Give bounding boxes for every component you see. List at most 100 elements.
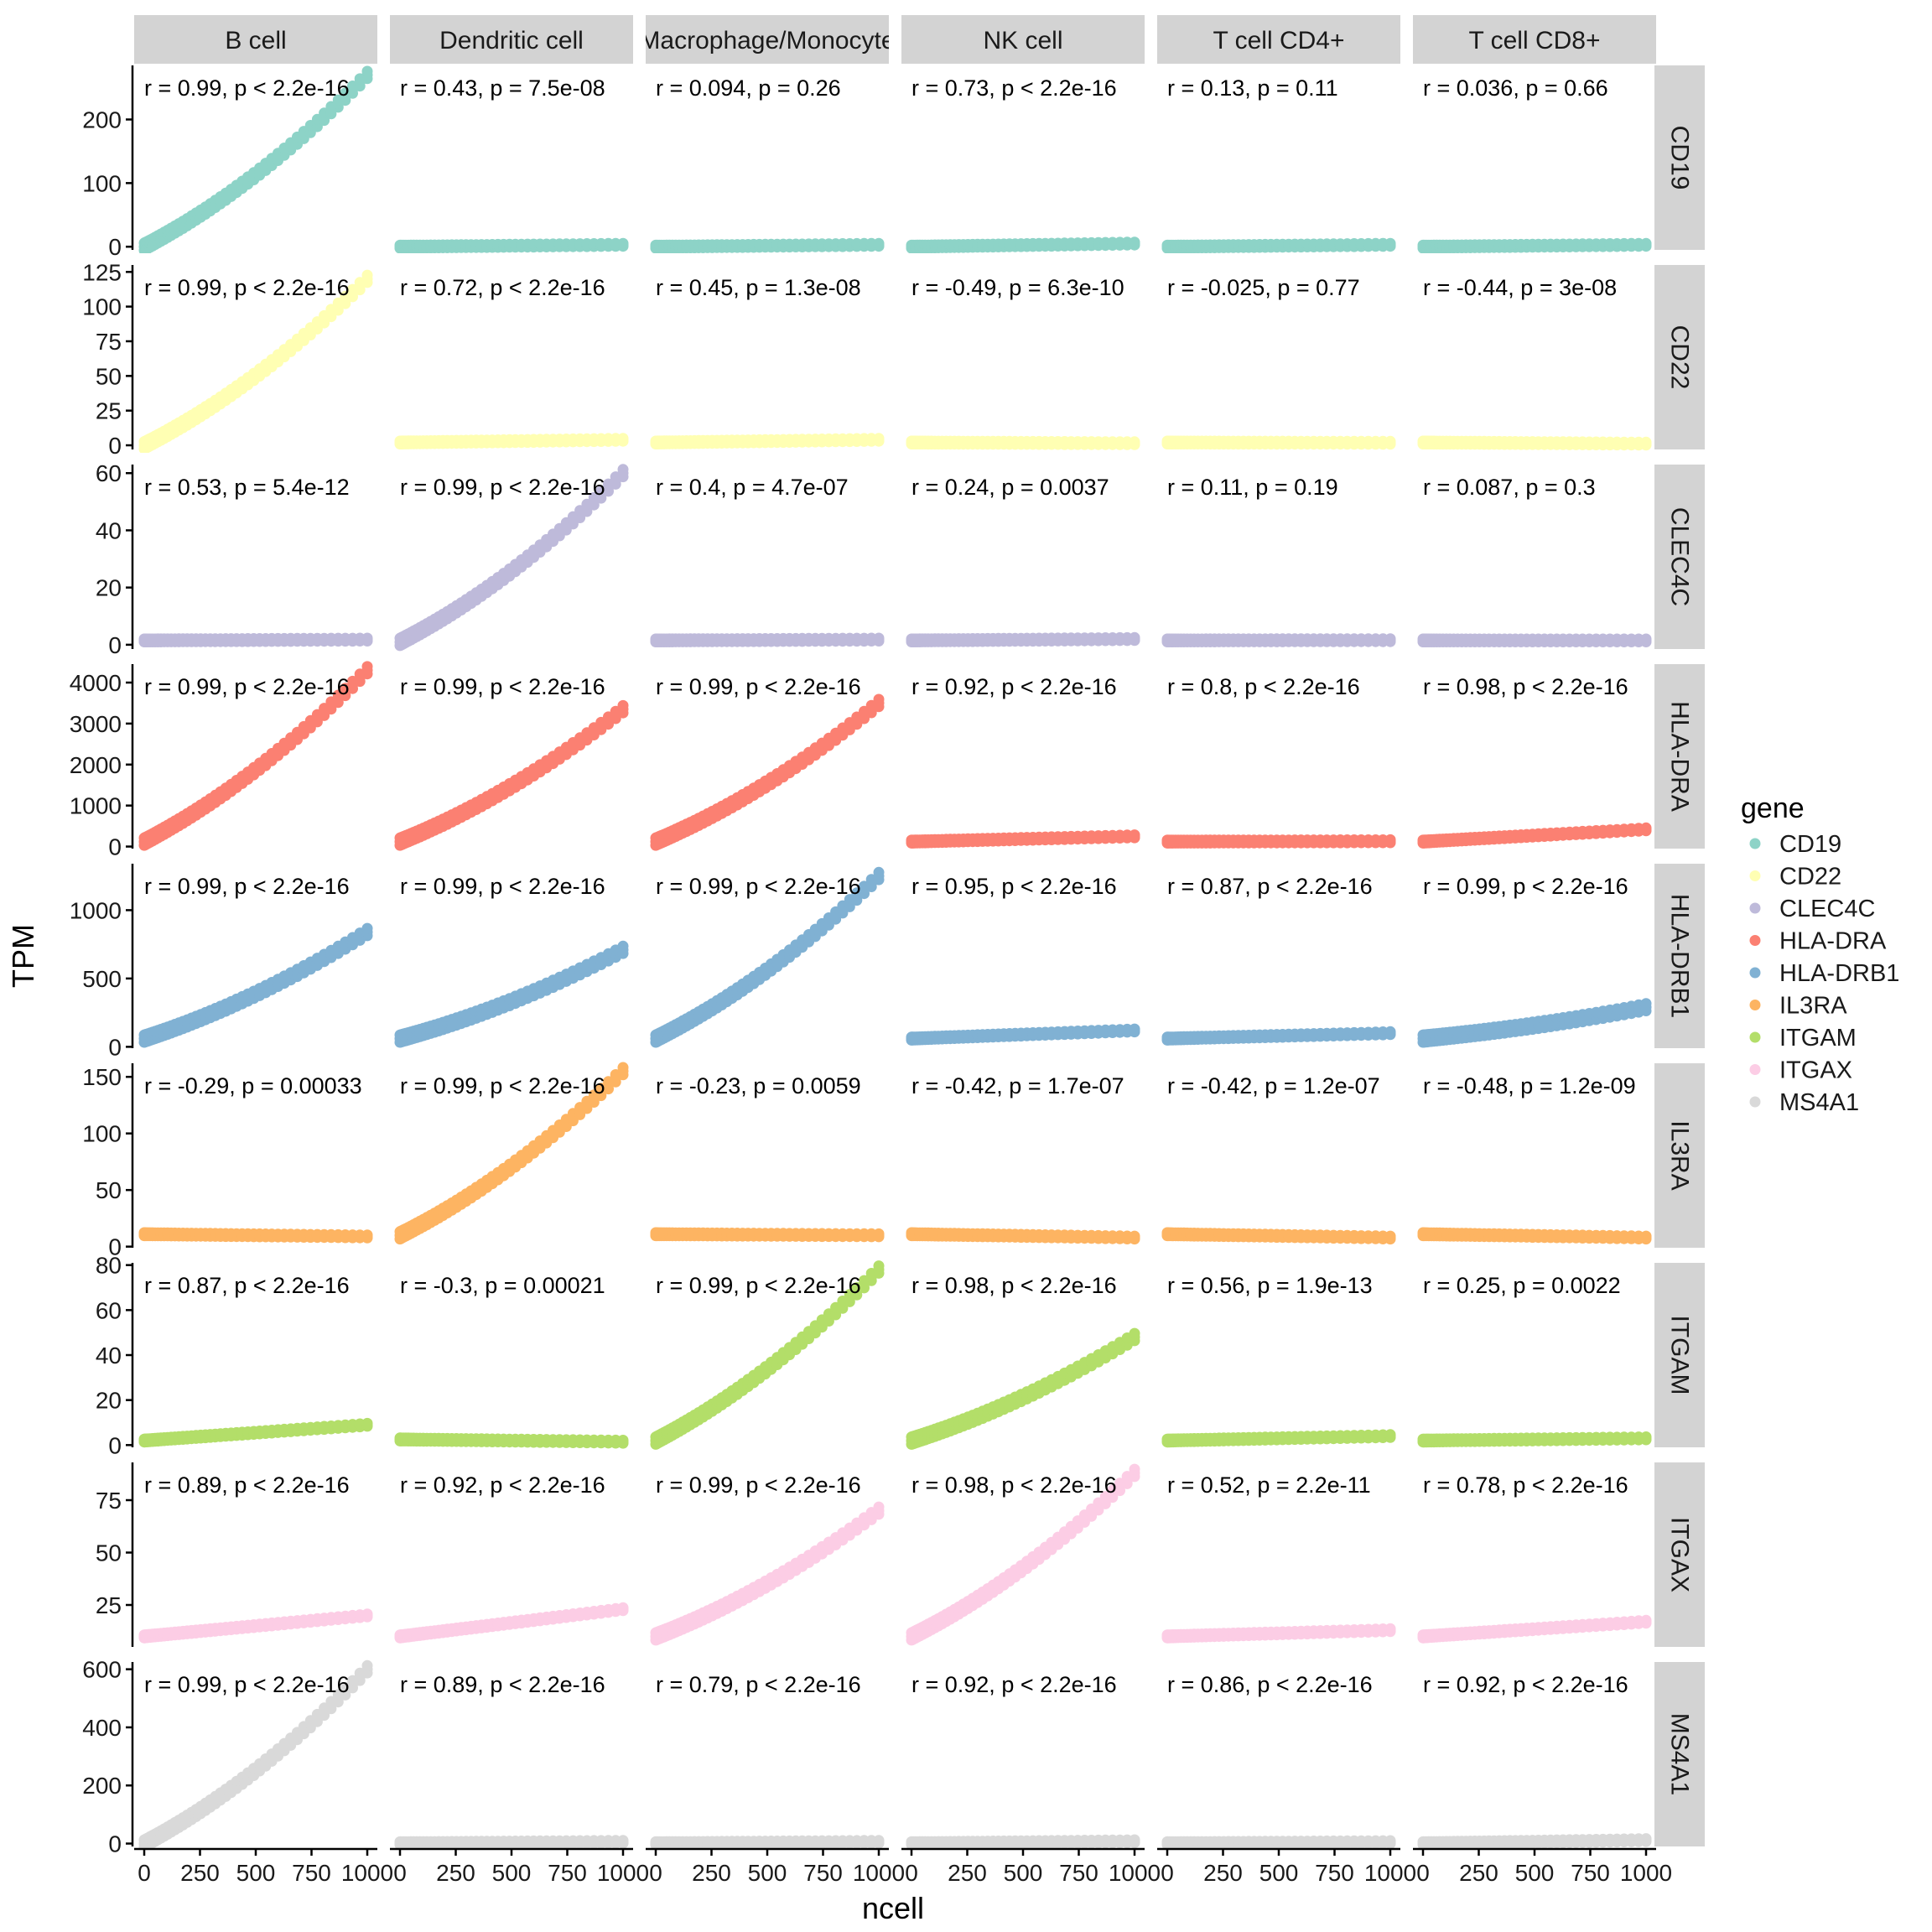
correlation-annotation: r = 0.99, p < 2.2e-16 [400, 874, 605, 899]
correlation-annotation: r = 0.92, p < 2.2e-16 [911, 674, 1117, 699]
points [906, 1227, 1140, 1245]
strip-dendritic-cell: Dendritic cell [390, 15, 633, 64]
points [1161, 435, 1396, 450]
panel-cd19-macrophage-monocyte: r = 0.094, p = 0.26 [650, 75, 885, 253]
correlation-annotation: r = 0.99, p < 2.2e-16 [656, 674, 861, 699]
points [906, 631, 1140, 647]
panel-clec4c-t-cell-cd4: r = 0.11, p = 0.19 [1161, 475, 1396, 647]
data-point [1640, 822, 1652, 834]
strip-label: HLA-DRA [1666, 701, 1694, 812]
points [138, 922, 373, 1048]
panel-clec4c-macrophage-monocyte: r = 0.4, p = 4.7e-07 [650, 475, 885, 647]
panel-clec4c-dendritic-cell: r = 0.99, p < 2.2e-16 [394, 464, 629, 652]
strip-label: ITGAX [1666, 1517, 1694, 1592]
strip-label: Dendritic cell [439, 27, 584, 55]
points [138, 632, 373, 647]
correlation-annotation: r = 0.99, p < 2.2e-16 [400, 475, 605, 500]
points [650, 632, 885, 647]
row-strips: CD19CD22CLEC4CHLA-DRAHLA-DRB1IL3RAITGAMI… [1654, 65, 1705, 1846]
points [650, 866, 885, 1048]
panel-hla-dra-b-cell: r = 0.99, p < 2.2e-16 [138, 661, 373, 851]
correlation-annotation: r = -0.44, p = 3e-08 [1423, 275, 1617, 300]
correlation-annotation: r = 0.53, p = 5.4e-12 [144, 475, 350, 500]
points [394, 1062, 629, 1245]
points [138, 65, 373, 253]
correlation-annotation: r = -0.42, p = 1.7e-07 [911, 1073, 1124, 1098]
panel-cd19-dendritic-cell: r = 0.43, p = 7.5e-08 [394, 75, 629, 253]
panel-cd19-t-cell-cd8: r = 0.036, p = 0.66 [1417, 75, 1652, 253]
panel-hla-dra-macrophage-monocyte: r = 0.99, p < 2.2e-16 [650, 674, 885, 851]
data-point [617, 237, 629, 249]
facet-panels: r = 0.99, p < 2.2e-16 r = 0.43, p = 7.5e-… [138, 65, 1652, 1850]
panel-cd19-nk-cell: r = 0.73, p < 2.2e-16 [906, 75, 1140, 253]
panel-hla-dra-t-cell-cd4: r = 0.8, p < 2.2e-16 [1161, 674, 1396, 849]
data-point [1384, 435, 1396, 447]
correlation-annotation: r = -0.42, p = 1.2e-07 [1167, 1073, 1380, 1098]
data-point [617, 699, 629, 711]
correlation-annotation: r = -0.23, p = 0.0059 [656, 1073, 861, 1098]
correlation-annotation: r = 0.98, p < 2.2e-16 [1423, 674, 1628, 699]
correlation-annotation: r = 0.11, p = 0.19 [1167, 475, 1338, 500]
correlation-annotation: r = 0.73, p < 2.2e-16 [911, 75, 1117, 101]
strip-macrophage-monocyte: Macrophage/Monocyte [639, 15, 895, 64]
correlation-annotation: r = 0.99, p < 2.2e-16 [400, 674, 605, 699]
data-point [361, 922, 373, 934]
strip-label: NK cell [983, 27, 1062, 55]
column-strips: B cell Dendritic cell Macrophage/Monocyte N… [134, 15, 1656, 64]
data-point [361, 1229, 373, 1241]
data-point [1384, 1026, 1396, 1037]
data-point [873, 693, 885, 705]
points [138, 269, 373, 453]
data-point [873, 866, 885, 878]
strip-label: T cell CD8+ [1468, 27, 1600, 55]
points [906, 236, 1140, 253]
strip-label: ITGAM [1666, 1316, 1694, 1395]
points [1417, 237, 1652, 253]
points [1161, 1227, 1396, 1245]
panel-hla-drb1-b-cell: r = 0.99, p < 2.2e-16 [138, 874, 373, 1048]
strip-clec4c: CLEC4C [1654, 465, 1705, 649]
panel-clec4c-nk-cell: r = 0.24, p = 0.0037 [906, 475, 1140, 647]
correlation-annotation: r = 0.99, p < 2.2e-16 [144, 874, 350, 899]
correlation-annotation: r = 0.87, p < 2.2e-16 [1167, 874, 1373, 899]
points [1161, 237, 1396, 253]
panel-clec4c-b-cell: r = 0.53, p = 5.4e-12 [138, 475, 373, 647]
points [1417, 1227, 1652, 1245]
correlation-annotation: r = 0.087, p = 0.3 [1423, 475, 1596, 500]
data-point [1129, 436, 1140, 448]
correlation-annotation: r = 0.4, p = 4.7e-07 [656, 475, 849, 500]
data-point [617, 940, 629, 952]
points [394, 699, 629, 851]
strip-cd19: CD19 [1654, 65, 1705, 250]
correlation-annotation: r = 0.99, p < 2.2e-16 [656, 874, 861, 899]
data-point [1129, 1230, 1140, 1242]
strip-il3ra: IL3RA [1654, 1063, 1705, 1248]
correlation-annotation: r = 0.13, p = 0.11 [1167, 75, 1338, 101]
strip-itgax: ITGAX [1654, 1462, 1705, 1647]
strip-b-cell: B cell [134, 15, 377, 64]
strip-label: CD19 [1666, 126, 1694, 190]
data-point [873, 433, 885, 444]
points [1417, 822, 1652, 849]
strip-label: T cell CD4+ [1213, 27, 1344, 55]
correlation-annotation: r = 0.99, p < 2.2e-16 [400, 1073, 605, 1098]
panel-hla-drb1-dendritic-cell: r = 0.99, p < 2.2e-16 [394, 874, 629, 1048]
points [1417, 435, 1652, 451]
panel-cd22-nk-cell: r = -0.49, p = 6.3e-10 [906, 275, 1140, 450]
points [906, 1023, 1140, 1046]
strip-label: Macrophage/Monocyte [639, 27, 895, 55]
points [650, 237, 885, 253]
points [394, 237, 629, 253]
data-point [1129, 236, 1140, 248]
correlation-annotation: r = -0.29, p = 0.00033 [144, 1073, 362, 1098]
correlation-annotation: r = 0.45, p = 1.3e-08 [656, 275, 861, 300]
data-point [1384, 633, 1396, 645]
strip-ms4a1: MS4A1 [1654, 1662, 1705, 1846]
data-point [1640, 436, 1652, 448]
data-point [361, 632, 373, 644]
data-point [1129, 829, 1140, 841]
correlation-annotation: r = 0.99, p < 2.2e-16 [144, 75, 350, 101]
correlation-annotation: r = 0.036, p = 0.66 [1423, 75, 1608, 101]
points [138, 1227, 373, 1244]
